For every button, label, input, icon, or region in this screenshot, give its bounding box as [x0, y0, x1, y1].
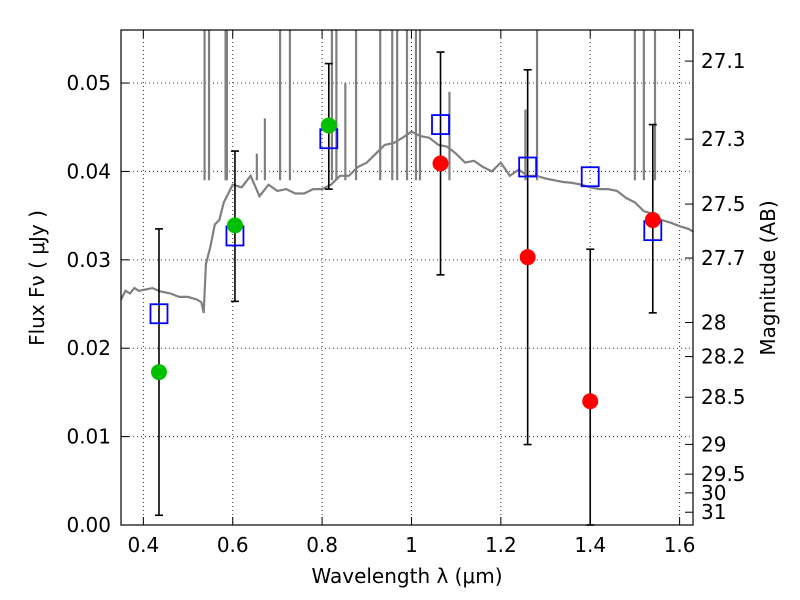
y2-tick-label: 31 — [701, 500, 726, 524]
y2-tick-label: 27.3 — [701, 127, 746, 151]
observed-flux-point — [432, 155, 449, 172]
sed-line — [121, 130, 693, 314]
y-tick-label: 0.03 — [66, 248, 111, 272]
observed-flux-point — [644, 212, 661, 229]
x-tick-label: 0.8 — [306, 533, 338, 557]
x-tick-label: 0.4 — [127, 533, 159, 557]
y-tick-label: 0.05 — [66, 71, 111, 95]
plot-frame — [120, 29, 694, 526]
x-tick-label: 1 — [405, 533, 418, 557]
y-tick-label: 0.02 — [66, 336, 111, 360]
y-tick-label: 0.00 — [66, 513, 111, 537]
y2-tick-label: 27.7 — [701, 246, 746, 270]
y-axis-label: Flux Fν ( μJy ) — [25, 210, 49, 346]
y2-tick-label: 28.5 — [701, 385, 746, 409]
marker-layer — [149, 51, 663, 526]
y2-tick-label: 29 — [701, 432, 726, 456]
observed-flux-point — [150, 364, 167, 381]
model-photometry-square — [580, 166, 600, 188]
y2-tick-label: 28 — [701, 311, 726, 335]
x-tick-label: 0.6 — [217, 533, 249, 557]
x-tick-label: 1.2 — [485, 533, 517, 557]
y2-tick-label: 27.5 — [701, 192, 746, 216]
plot-layer — [121, 30, 693, 314]
y2-axis-label: Magnitude (AB) — [756, 200, 780, 355]
axis-layer: 0.4 0.6 0.8 1 1.2 1.4 1.6 0.00 0.01 0.02 0.03 0.04 0… — [66, 30, 746, 557]
y2-tick-label: 29.5 — [701, 462, 746, 486]
y2-tick-label: 30 — [701, 481, 726, 505]
model-photometry-square — [431, 114, 450, 135]
x-axis-label: Wavelength λ (μm) — [311, 564, 502, 588]
y2-tick-label: 28.2 — [701, 345, 746, 369]
y2-tick-label: 27.1 — [701, 49, 746, 73]
observed-flux-point — [519, 249, 536, 266]
model-photometry-square — [518, 156, 538, 178]
observed-flux-point — [582, 393, 599, 410]
x-tick-label: 1.6 — [664, 533, 696, 557]
observed-flux-point — [320, 117, 337, 134]
observed-flux-point — [226, 217, 243, 234]
y-tick-label: 0.04 — [66, 159, 111, 183]
x-tick-label: 1.4 — [574, 533, 606, 557]
model-photometry-square — [149, 303, 169, 325]
y-tick-label: 0.01 — [66, 425, 111, 449]
